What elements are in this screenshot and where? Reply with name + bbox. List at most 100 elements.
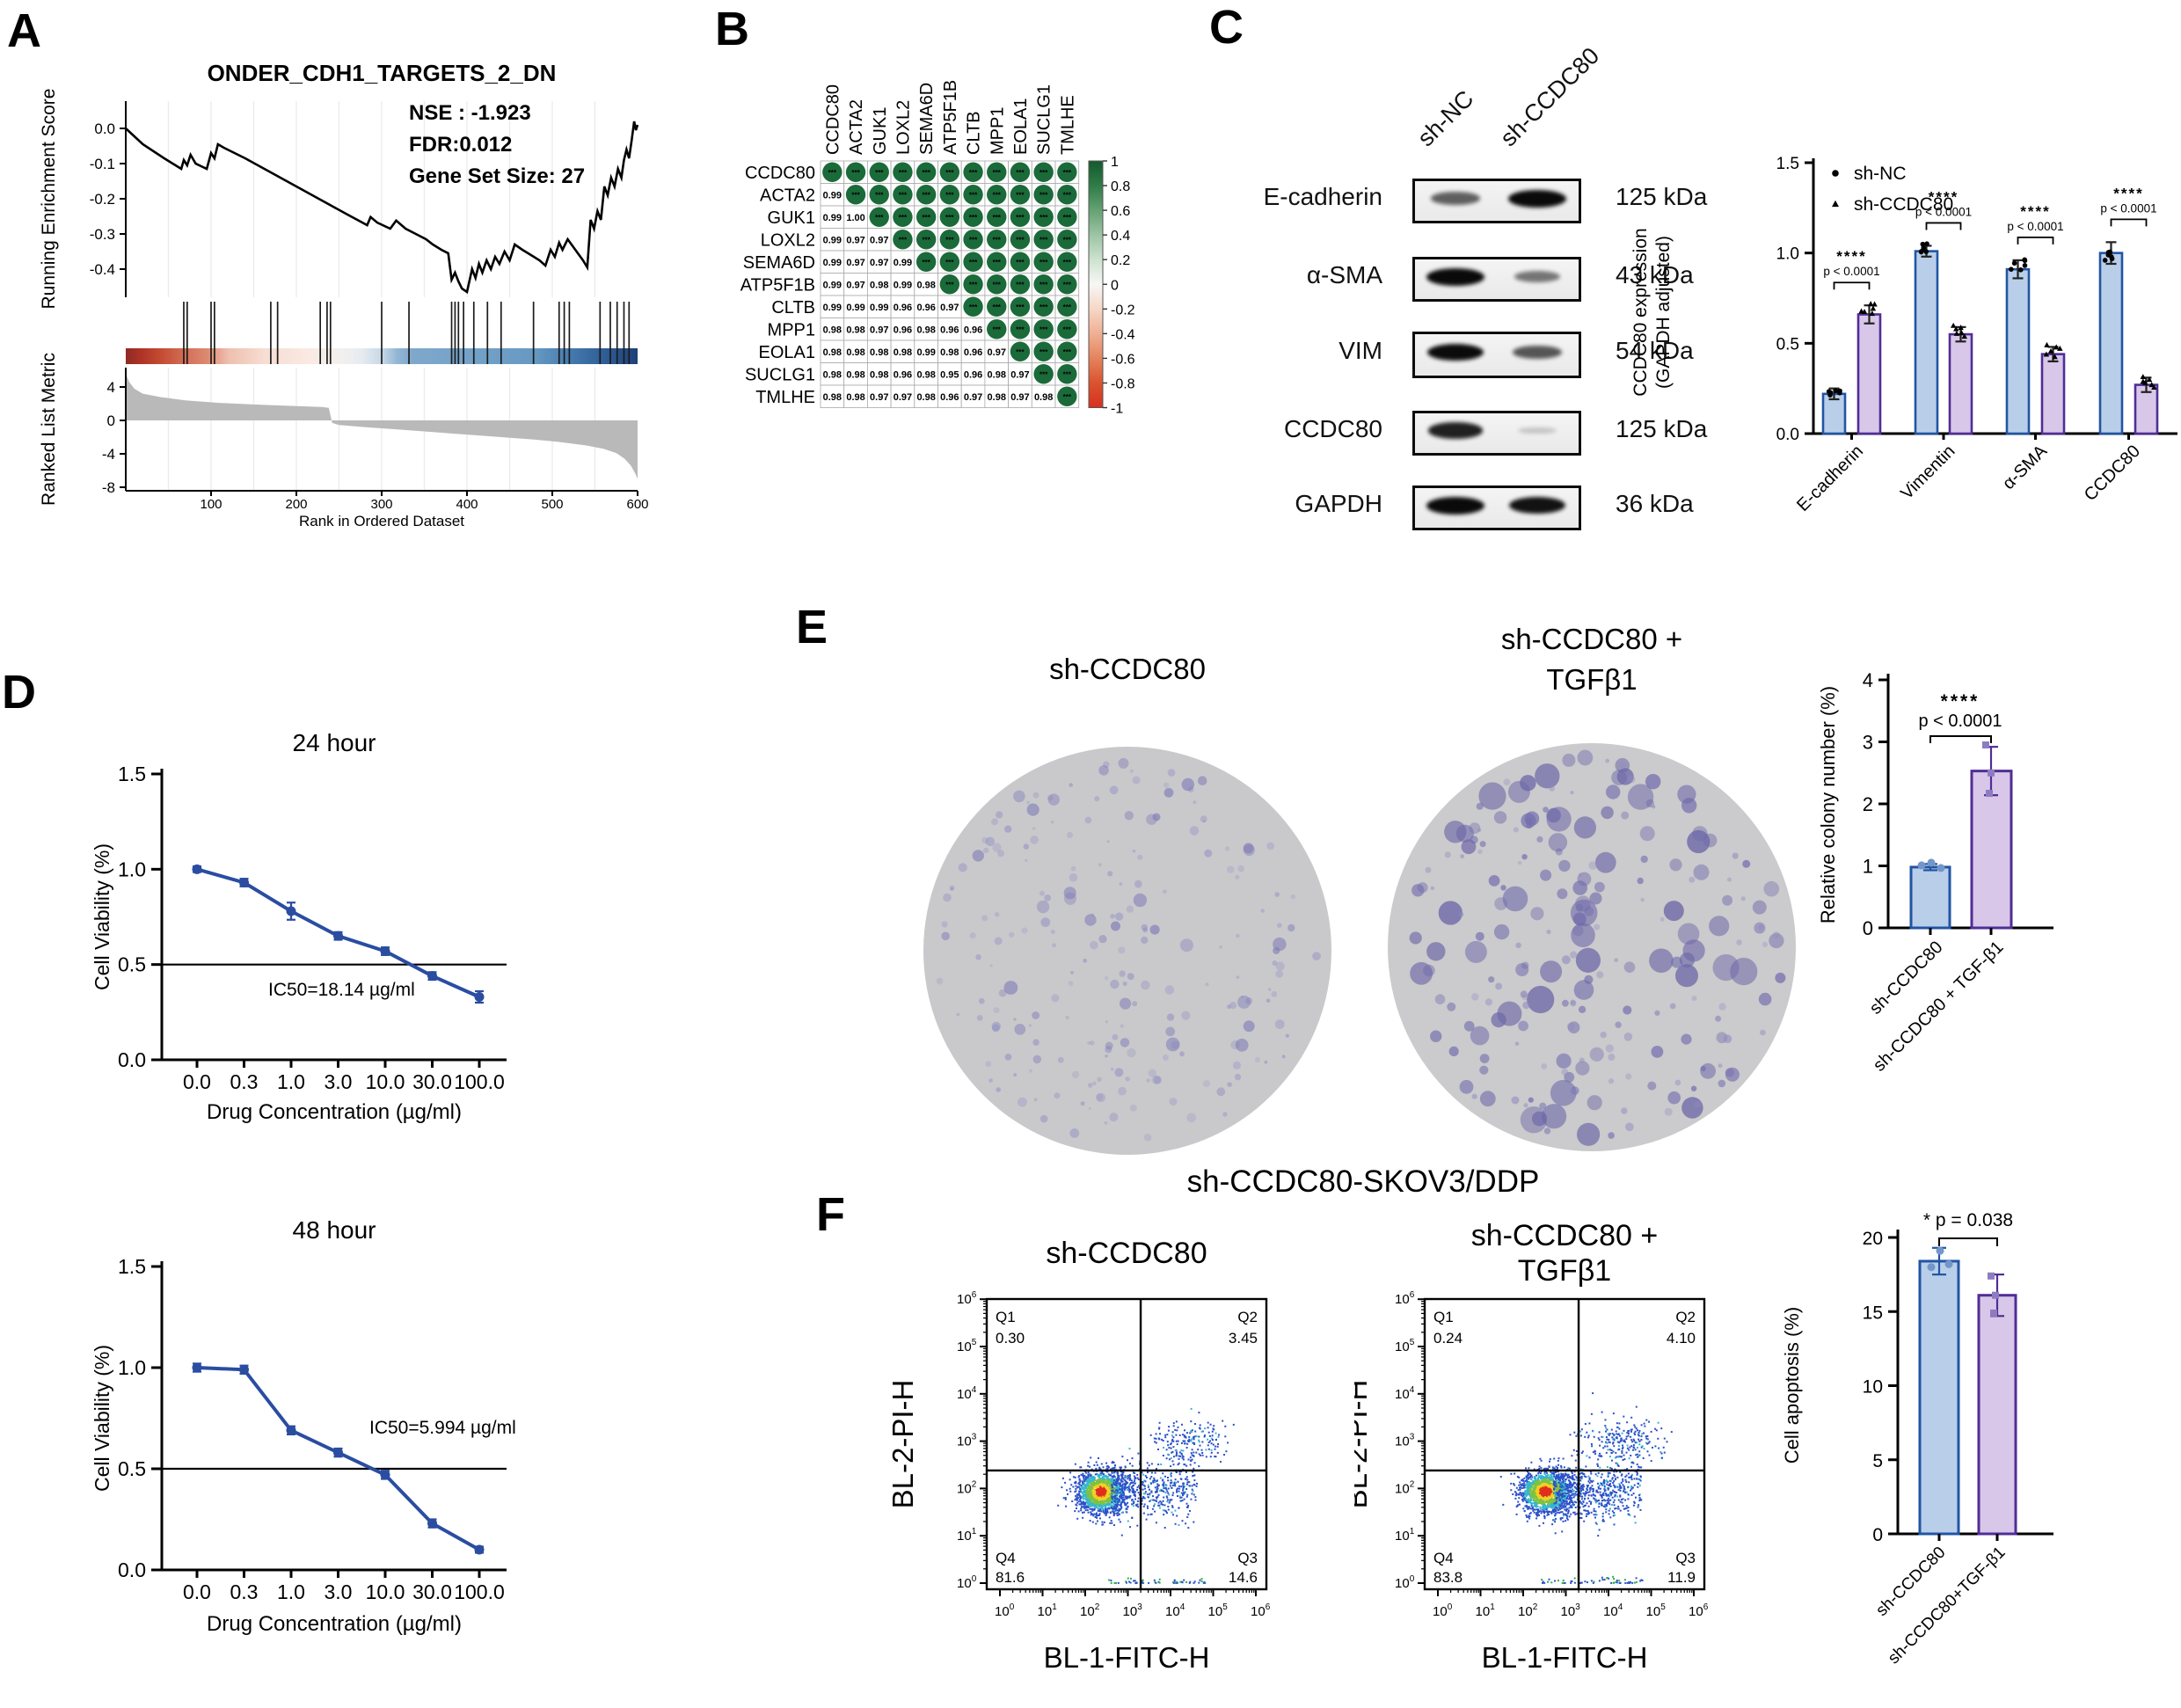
svg-text:0.99: 0.99 xyxy=(823,213,842,223)
plate-sh-ccdc80 xyxy=(923,747,1331,1155)
data-point xyxy=(474,991,485,1002)
corr-circle xyxy=(963,207,983,227)
svg-text:***: *** xyxy=(1039,348,1048,356)
svg-text:***: *** xyxy=(1063,370,1072,378)
svg-text:***: *** xyxy=(969,236,978,244)
svg-text:***: *** xyxy=(1063,325,1072,333)
svg-text:SUCLG1: SUCLG1 xyxy=(745,365,815,384)
svg-text:Cell Viability (%): Cell Viability (%) xyxy=(91,843,113,990)
svg-text:***: *** xyxy=(1016,348,1025,356)
svg-text:ATP5F1B: ATP5F1B xyxy=(941,80,960,155)
svg-text:TMLHE: TMLHE xyxy=(1058,95,1077,155)
corr-circle xyxy=(1010,274,1031,295)
svg-text:105: 105 xyxy=(957,1338,977,1354)
svg-text:0.4: 0.4 xyxy=(1111,229,1130,244)
svg-text:3.0: 3.0 xyxy=(325,1580,353,1603)
svg-text:BL-2-PI-H: BL-2-PI-H xyxy=(886,1380,919,1509)
corr-circle xyxy=(1057,162,1077,182)
svg-text:1.5: 1.5 xyxy=(1776,155,1799,173)
svg-text:p < 0.0001: p < 0.0001 xyxy=(1915,205,1972,218)
corr-circle xyxy=(1057,252,1077,272)
svg-text:***: *** xyxy=(1016,259,1025,266)
svg-text:FDR:0.012: FDR:0.012 xyxy=(409,133,512,157)
svg-text:***: *** xyxy=(1063,214,1072,222)
svg-text:102: 102 xyxy=(1080,1602,1100,1619)
flow-cytometry-right: sh-CCDC80 +TGFβ1100100101101102102103103… xyxy=(1354,1221,1709,1674)
svg-text:ACTA2: ACTA2 xyxy=(760,186,815,205)
plate-sh-ccdc80-tgfb1 xyxy=(1388,743,1796,1151)
bar-sh-ccdc80 xyxy=(1918,1259,1960,1536)
svg-text:sh-CCDC80 +: sh-CCDC80 + xyxy=(1471,1221,1659,1252)
svg-text:***: *** xyxy=(922,259,930,266)
svg-text:0.3: 0.3 xyxy=(230,1580,259,1603)
blot-box xyxy=(1412,332,1581,378)
svg-text:103: 103 xyxy=(957,1433,977,1449)
svg-text:CLTB: CLTB xyxy=(771,298,815,318)
svg-text:Q2: Q2 xyxy=(1237,1309,1258,1325)
svg-text:ATP5F1B: ATP5F1B xyxy=(740,275,815,295)
svg-text:0.97: 0.97 xyxy=(870,235,888,245)
panel-f-letter: F xyxy=(816,1188,845,1241)
svg-text:***: *** xyxy=(1039,259,1048,266)
corr-circle xyxy=(1033,252,1054,272)
corr-circle xyxy=(987,274,1007,295)
svg-text:102: 102 xyxy=(957,1479,977,1496)
svg-text:0.30: 0.30 xyxy=(996,1330,1025,1347)
svg-text:***: *** xyxy=(969,259,978,266)
svg-text:0.98: 0.98 xyxy=(846,369,864,380)
svg-text:0: 0 xyxy=(1111,278,1119,293)
svg-text:0.98: 0.98 xyxy=(846,392,864,403)
svg-text:SEMA6D: SEMA6D xyxy=(917,83,937,155)
svg-text:Drug Concentration (µg/ml): Drug Concentration (µg/ml) xyxy=(207,1100,462,1124)
corr-circle xyxy=(1010,162,1031,182)
svg-text:p < 0.0001: p < 0.0001 xyxy=(2100,201,2156,215)
corr-circle xyxy=(987,319,1007,339)
protein-label: α-SMA xyxy=(1306,260,1382,288)
svg-text:***: *** xyxy=(1016,214,1025,222)
data-point xyxy=(427,1518,437,1529)
svg-text:0.5: 0.5 xyxy=(118,953,146,976)
svg-text:0.96: 0.96 xyxy=(916,303,935,313)
svg-text:***: *** xyxy=(875,191,884,199)
svg-text:CCDC80: CCDC80 xyxy=(823,84,842,155)
corr-circle xyxy=(915,230,937,250)
svg-text:24 hour: 24 hour xyxy=(293,729,376,756)
viability-48h-chart: 48 hour 0.0 0.5 1.0 1.5 0.0 0.3 1.0 3.0 10.0 30.0 1… xyxy=(91,1216,516,1636)
svg-text:1.0: 1.0 xyxy=(118,1356,146,1379)
kda-label: 36 kDa xyxy=(1616,489,1694,517)
corr-circle xyxy=(893,162,913,182)
bar-sh-nc xyxy=(1914,250,1939,435)
svg-text:0.98: 0.98 xyxy=(916,392,935,403)
svg-text:***: *** xyxy=(899,236,908,244)
corr-circle xyxy=(987,185,1007,205)
svg-text:LOXL2: LOXL2 xyxy=(894,100,913,155)
svg-text:sh-CCDC80: sh-CCDC80 xyxy=(1854,194,1953,215)
svg-text:0.0: 0.0 xyxy=(1776,426,1799,444)
corr-circle xyxy=(1057,296,1077,317)
colony-caption: sh-CCDC80-SKOV3/DDP xyxy=(1186,1164,1540,1199)
enrichment-score-curve xyxy=(125,120,639,295)
svg-text:0.98: 0.98 xyxy=(823,347,842,358)
corr-circle xyxy=(939,185,960,205)
svg-text:14.6: 14.6 xyxy=(1229,1569,1258,1586)
svg-text:103: 103 xyxy=(1123,1602,1143,1619)
wb-quant-bar-chart: CCDC80 expression (GAPDH adjusted) 0.0 0.5 1… xyxy=(1630,155,2177,515)
corr-circle xyxy=(1033,364,1054,384)
svg-text:0.99: 0.99 xyxy=(823,303,842,313)
svg-text:0.98: 0.98 xyxy=(823,325,842,335)
svg-text:0.98: 0.98 xyxy=(916,325,935,335)
svg-text:0.99: 0.99 xyxy=(823,258,842,268)
svg-text:0.97: 0.97 xyxy=(964,392,982,403)
svg-text:***: *** xyxy=(993,169,1002,177)
svg-text:0.97: 0.97 xyxy=(1010,369,1029,380)
svg-text:0.98: 0.98 xyxy=(1034,392,1053,403)
svg-text:***: *** xyxy=(828,169,837,177)
corr-circle xyxy=(915,162,937,182)
svg-text:EOLA1: EOLA1 xyxy=(1011,99,1031,155)
protein-band xyxy=(1426,496,1484,515)
svg-text:***: *** xyxy=(945,214,954,222)
svg-text:***: *** xyxy=(899,169,908,177)
corr-circle xyxy=(963,274,983,295)
corr-circle xyxy=(987,252,1007,272)
lane-label-sh-ccdc80: sh-CCDC80 xyxy=(1495,42,1605,152)
